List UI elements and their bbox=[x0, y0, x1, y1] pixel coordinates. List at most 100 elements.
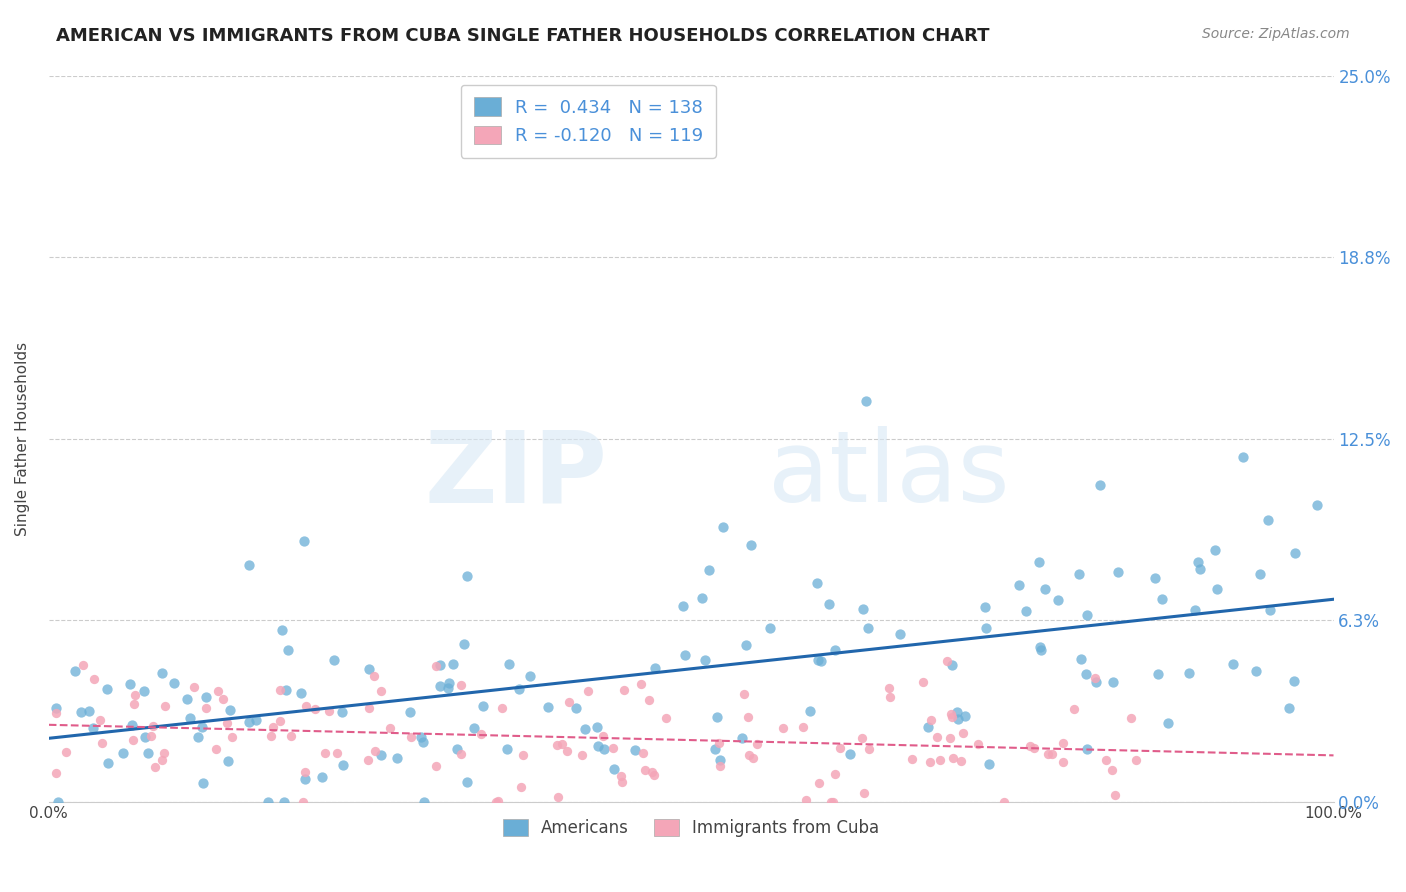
Point bbox=[1102, 675, 1125, 690]
Point bbox=[1232, 450, 1254, 465]
Point bbox=[644, 661, 666, 675]
Point bbox=[262, 720, 284, 734]
Point bbox=[838, 747, 860, 761]
Point bbox=[122, 697, 145, 711]
Point bbox=[412, 735, 434, 749]
Point bbox=[546, 739, 568, 753]
Point bbox=[1305, 498, 1327, 512]
Point bbox=[409, 730, 432, 744]
Point bbox=[1063, 702, 1085, 716]
Point bbox=[370, 747, 392, 762]
Point bbox=[45, 706, 67, 720]
Point bbox=[979, 757, 1001, 772]
Point bbox=[810, 654, 832, 668]
Point bbox=[576, 684, 599, 698]
Point bbox=[96, 681, 118, 696]
Point bbox=[925, 730, 948, 744]
Point bbox=[256, 795, 278, 809]
Point bbox=[738, 748, 761, 763]
Point bbox=[314, 746, 336, 760]
Point bbox=[152, 665, 174, 680]
Point bbox=[1070, 651, 1092, 665]
Point bbox=[558, 695, 581, 709]
Point bbox=[796, 793, 818, 807]
Point bbox=[290, 686, 312, 700]
Point bbox=[450, 678, 472, 692]
Point bbox=[357, 700, 380, 714]
Point bbox=[936, 654, 959, 668]
Point bbox=[855, 394, 877, 409]
Point bbox=[121, 732, 143, 747]
Point bbox=[97, 756, 120, 771]
Point bbox=[112, 746, 135, 760]
Point bbox=[1284, 546, 1306, 560]
Point bbox=[711, 519, 734, 533]
Point bbox=[471, 698, 494, 713]
Text: AMERICAN VS IMMIGRANTS FROM CUBA SINGLE FATHER HOUSEHOLDS CORRELATION CHART: AMERICAN VS IMMIGRANTS FROM CUBA SINGLE … bbox=[56, 27, 990, 45]
Point bbox=[1257, 513, 1279, 527]
Point bbox=[707, 737, 730, 751]
Point bbox=[83, 673, 105, 687]
Point bbox=[709, 753, 731, 767]
Point bbox=[1184, 603, 1206, 617]
Point bbox=[820, 795, 842, 809]
Point bbox=[311, 770, 333, 784]
Point bbox=[269, 714, 291, 729]
Point bbox=[277, 643, 299, 657]
Point bbox=[942, 751, 965, 765]
Point bbox=[974, 621, 997, 635]
Point bbox=[551, 737, 574, 751]
Point bbox=[150, 753, 173, 767]
Point bbox=[918, 756, 941, 770]
Point bbox=[121, 717, 143, 731]
Point bbox=[437, 681, 460, 696]
Point bbox=[967, 737, 990, 751]
Point bbox=[269, 682, 291, 697]
Point bbox=[672, 599, 695, 613]
Point bbox=[491, 701, 513, 715]
Point bbox=[851, 601, 873, 615]
Point bbox=[163, 676, 186, 690]
Point bbox=[735, 638, 758, 652]
Point bbox=[1084, 672, 1107, 686]
Point bbox=[1008, 578, 1031, 592]
Point bbox=[586, 739, 609, 753]
Point bbox=[194, 690, 217, 704]
Point bbox=[1258, 603, 1281, 617]
Point bbox=[917, 720, 939, 734]
Point bbox=[77, 704, 100, 718]
Point bbox=[1052, 755, 1074, 769]
Point bbox=[792, 720, 814, 734]
Point bbox=[941, 709, 963, 723]
Point bbox=[818, 597, 841, 611]
Point bbox=[439, 676, 461, 690]
Point bbox=[879, 681, 901, 695]
Point bbox=[425, 758, 447, 772]
Point bbox=[512, 747, 534, 762]
Point bbox=[187, 730, 209, 744]
Point bbox=[1022, 741, 1045, 756]
Point bbox=[704, 742, 727, 756]
Point bbox=[1187, 556, 1209, 570]
Point bbox=[176, 692, 198, 706]
Point bbox=[939, 731, 962, 745]
Point bbox=[828, 741, 851, 756]
Point bbox=[1284, 673, 1306, 688]
Point bbox=[120, 676, 142, 690]
Point bbox=[153, 698, 176, 713]
Point bbox=[260, 730, 283, 744]
Point bbox=[592, 741, 614, 756]
Point bbox=[806, 576, 828, 591]
Point bbox=[1278, 701, 1301, 715]
Point bbox=[740, 537, 762, 551]
Point bbox=[948, 712, 970, 726]
Point bbox=[363, 669, 385, 683]
Point bbox=[655, 711, 678, 725]
Point bbox=[304, 702, 326, 716]
Point bbox=[633, 746, 655, 760]
Point bbox=[856, 621, 879, 635]
Point bbox=[55, 745, 77, 759]
Point bbox=[1204, 542, 1226, 557]
Point bbox=[215, 715, 238, 730]
Point bbox=[920, 713, 942, 727]
